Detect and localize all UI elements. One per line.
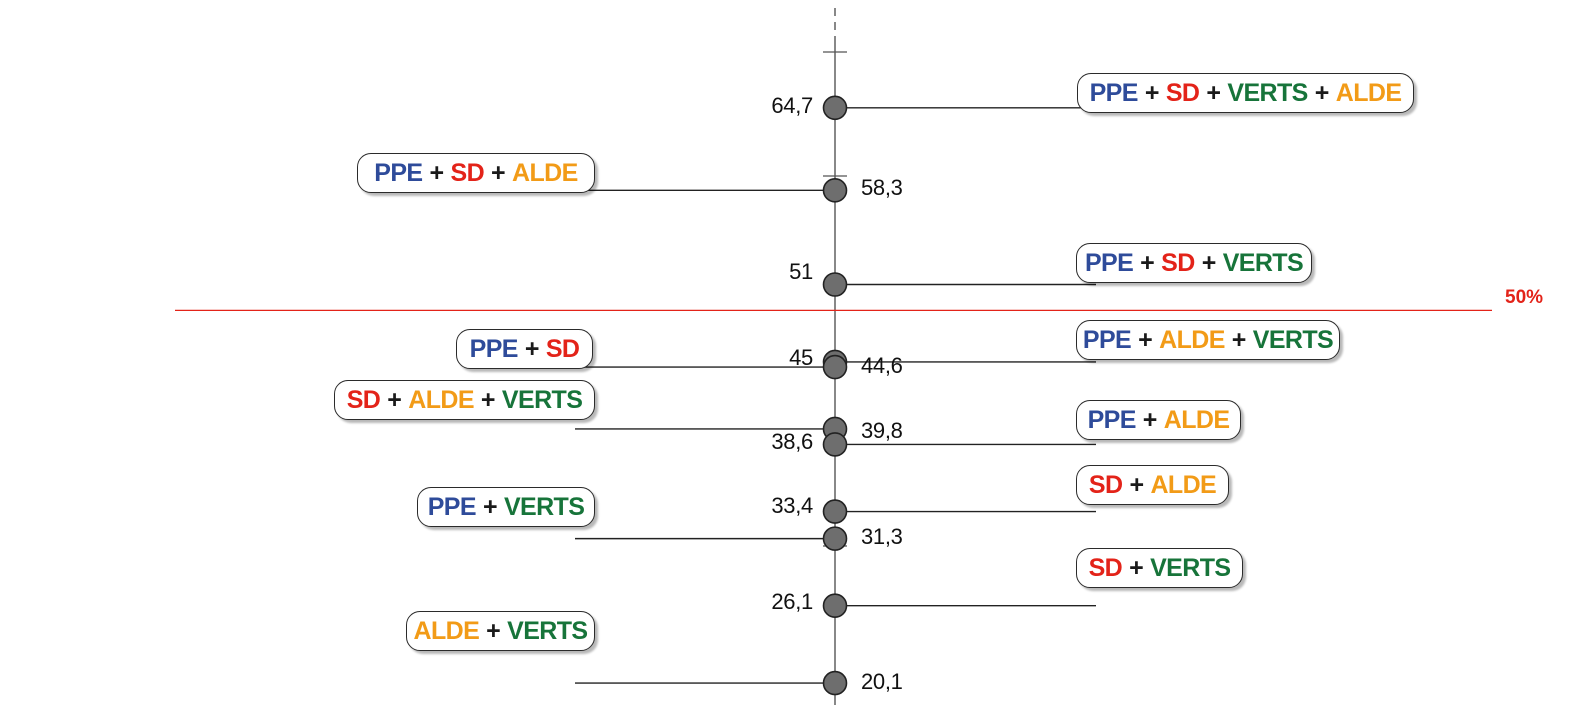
plus-sign: + (1206, 78, 1221, 107)
coalition-label: PPE + SD + VERTS (1076, 243, 1312, 283)
party-name: SD (346, 385, 381, 414)
party-name: ALDE (413, 616, 480, 645)
party-name: SD (545, 334, 580, 363)
party-name: SD (1165, 78, 1200, 107)
value-label: 38,6 (771, 429, 813, 455)
value-label: 64,7 (771, 92, 813, 118)
plus-sign: + (524, 334, 540, 363)
party-name: VERTS (501, 385, 583, 414)
value-label: 51 (789, 258, 813, 284)
threshold-label: 50% (1505, 287, 1544, 308)
data-point-1 (822, 95, 848, 121)
plus-sign: + (1314, 78, 1330, 107)
plus-sign: + (1140, 248, 1155, 277)
party-name: VERTS (503, 492, 585, 521)
plus-sign: + (387, 385, 402, 414)
party-name: VERTS (507, 616, 588, 645)
coalition-label: PPE + VERTS (417, 487, 595, 527)
party-name: VERTS (1150, 553, 1231, 582)
plus-sign: + (1201, 248, 1217, 277)
party-name: ALDE (1163, 405, 1230, 434)
party-name: PPE (427, 492, 477, 521)
data-point-8 (822, 499, 848, 524)
value-label: 20,1 (861, 669, 903, 695)
plus-sign: + (429, 158, 445, 187)
data-point-9 (822, 526, 848, 551)
value-label: 44,6 (861, 353, 903, 379)
party-name: VERTS (1227, 78, 1308, 107)
party-name: PPE (1082, 325, 1132, 354)
value-label: 45 (789, 344, 813, 370)
coalition-label: PPE + ALDE + VERTS (1076, 320, 1340, 360)
party-name: ALDE (1150, 470, 1217, 499)
coalition-label: SD + ALDE + VERTS (334, 380, 595, 420)
coalition-label: ALDE + VERTS (406, 611, 595, 651)
value-label: 58,3 (861, 175, 903, 201)
value-label: 31,3 (861, 523, 903, 549)
coalition-label: PPE + SD (456, 329, 593, 369)
party-name: SD (1088, 553, 1123, 582)
party-name: ALDE (408, 385, 474, 414)
plus-sign: + (486, 616, 501, 645)
coalition-label: PPE + SD + VERTS + ALDE (1077, 73, 1414, 113)
plus-sign: + (1144, 78, 1160, 107)
plus-sign: + (1138, 325, 1153, 354)
data-point-3 (822, 272, 848, 297)
coalition-label: PPE + ALDE (1076, 400, 1241, 440)
coalition-label: PPE + SD + ALDE (357, 153, 595, 193)
party-name: SD (1161, 248, 1195, 277)
data-point-5 (822, 354, 848, 380)
party-name: ALDE (512, 158, 578, 187)
value-label: 33,4 (771, 492, 813, 518)
party-name: PPE (1089, 78, 1139, 107)
party-name: ALDE (1159, 325, 1225, 354)
coalition-label: SD + ALDE (1076, 465, 1229, 505)
coalition-label: SD + VERTS (1076, 548, 1243, 588)
data-point-10 (822, 593, 848, 619)
value-label: 26,1 (771, 588, 813, 614)
party-name: PPE (374, 158, 423, 187)
party-name: VERTS (1222, 248, 1304, 277)
data-point-2 (822, 178, 848, 203)
party-name: PPE (469, 334, 519, 363)
plus-sign: + (480, 385, 496, 414)
party-name: SD (1088, 470, 1123, 499)
plus-sign: + (1231, 325, 1247, 354)
value-label: 39,8 (861, 417, 903, 443)
party-name: ALDE (1335, 78, 1402, 107)
plus-sign: + (1129, 553, 1144, 582)
party-name: PPE (1087, 405, 1137, 434)
plus-sign: + (1129, 470, 1144, 499)
party-name: SD (450, 158, 485, 187)
plus-sign: + (1142, 405, 1158, 434)
plus-sign: + (482, 492, 498, 521)
data-point-11 (822, 670, 848, 696)
party-name: PPE (1084, 248, 1134, 277)
plus-sign: + (491, 158, 506, 187)
data-point-7 (822, 432, 848, 457)
party-name: VERTS (1252, 325, 1334, 354)
